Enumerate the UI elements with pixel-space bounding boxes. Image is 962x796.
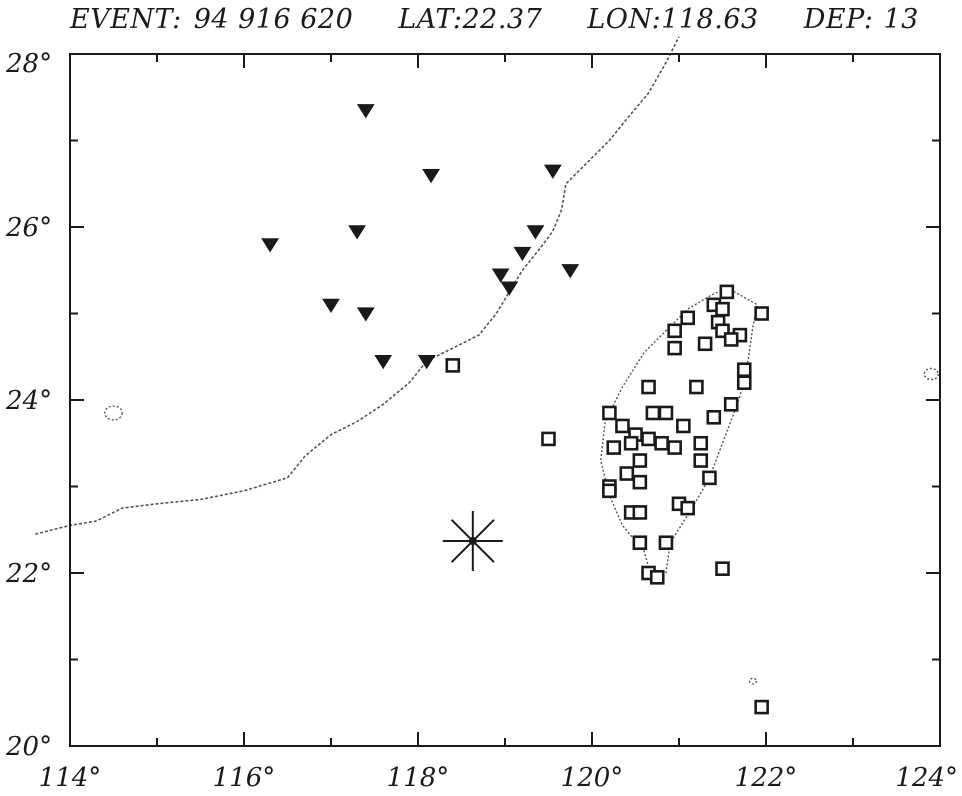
triangle-station-marker xyxy=(561,264,580,279)
island-outline xyxy=(104,405,123,421)
triangle-station-marker xyxy=(356,307,375,322)
triangle-station-marker xyxy=(374,354,393,370)
tick-layer xyxy=(69,53,941,747)
triangle-station-marker xyxy=(543,164,562,179)
triangle-station-marker xyxy=(348,225,367,240)
square-station-marker xyxy=(697,336,713,352)
coastline-layer xyxy=(35,36,939,685)
triangle-station-marker xyxy=(422,169,440,184)
lon-label: LON: xyxy=(587,4,662,35)
square-station-marker xyxy=(689,379,704,395)
square-station-marker xyxy=(723,397,739,412)
dep-field: DEP: 13 xyxy=(804,4,919,35)
triangle-station-marker xyxy=(513,246,532,262)
event-header: EVENT: 94 916 620 LAT:22.37 LON:118.63 DE… xyxy=(70,4,955,38)
square-station-marker xyxy=(702,470,717,486)
lat-label: LAT: xyxy=(398,4,463,35)
square-station-marker xyxy=(541,431,556,447)
square-station-marker xyxy=(667,440,682,455)
lon-value: 118.63 xyxy=(661,4,759,35)
square-station-marker xyxy=(754,306,769,321)
y-tick-label: 20° xyxy=(5,732,52,762)
square-station-marker xyxy=(658,535,674,551)
square-station-marker xyxy=(619,466,635,481)
square-station-marker xyxy=(706,409,722,425)
square-station-marker xyxy=(641,379,656,395)
y-tick-label: 26° xyxy=(5,213,52,243)
square-station-marker xyxy=(723,332,739,347)
square-station-marker xyxy=(641,431,656,447)
triangle-station-marker xyxy=(322,298,340,313)
square-station-marker xyxy=(754,699,769,715)
square-station-marker xyxy=(632,505,648,520)
event-field: EVENT: 94 916 620 xyxy=(70,4,353,35)
lat-value: 22.37 xyxy=(462,4,543,35)
triangle-station-marker xyxy=(261,238,280,253)
square-station-marker xyxy=(736,375,752,391)
tick-label-layer: 114° 116° 118° 120° 122° 124° 20° 22° 24° 26° 28° xyxy=(5,49,958,793)
square-station-marker xyxy=(715,301,730,317)
square-station-marker xyxy=(693,435,709,451)
square-station-marker xyxy=(693,453,709,468)
map-border xyxy=(69,53,941,747)
x-tick-label: 114° xyxy=(39,763,102,793)
square-station-marker xyxy=(632,453,648,468)
square-station-marker xyxy=(632,474,648,490)
square-station-marker xyxy=(680,310,696,326)
square-station-marker xyxy=(654,435,669,451)
y-tick-label: 28° xyxy=(5,49,52,79)
x-tick-label: 116° xyxy=(213,763,276,793)
mainland-coastline xyxy=(35,36,680,535)
event-label: EVENT: xyxy=(70,4,182,35)
square-station-marker xyxy=(602,405,617,421)
island-outline xyxy=(748,677,758,685)
square-station-marker xyxy=(632,535,648,551)
dep-label: DEP: xyxy=(803,4,874,35)
lon-field: LON:118.63 xyxy=(587,4,758,35)
square-station-layer xyxy=(445,284,769,715)
x-tick-label: 122° xyxy=(735,763,798,793)
square-station-marker xyxy=(658,405,674,421)
triangle-station-marker xyxy=(491,268,510,283)
square-station-marker xyxy=(715,561,730,576)
x-tick-label: 120° xyxy=(561,763,624,793)
lat-field: LAT:22.37 xyxy=(398,4,542,35)
square-station-marker xyxy=(606,440,622,455)
dep-value: 13 xyxy=(883,4,919,35)
y-tick-label: 22° xyxy=(5,559,52,589)
event-id: 94 916 620 xyxy=(193,4,354,35)
epicenter-marker xyxy=(468,536,477,545)
island-outline xyxy=(923,367,939,381)
square-station-marker xyxy=(623,435,639,451)
square-station-marker xyxy=(445,358,461,373)
map-frame xyxy=(69,53,941,747)
square-station-marker xyxy=(615,418,630,434)
square-station-marker xyxy=(676,418,691,434)
triangle-station-marker xyxy=(356,104,375,119)
triangle-station-marker xyxy=(500,281,519,296)
square-station-marker xyxy=(736,362,752,378)
square-station-marker xyxy=(602,483,617,499)
square-station-marker xyxy=(649,570,665,585)
epicenter-layer xyxy=(442,510,503,571)
triangle-station-layer xyxy=(261,104,580,370)
square-station-marker xyxy=(719,284,735,300)
y-tick-label: 24° xyxy=(5,386,52,416)
square-station-marker xyxy=(667,323,682,339)
x-tick-label: 118° xyxy=(387,763,450,793)
triangle-station-marker xyxy=(526,225,545,240)
x-tick-label: 124° xyxy=(895,763,958,793)
square-station-marker xyxy=(667,340,682,356)
square-station-marker xyxy=(645,405,661,421)
triangle-station-marker xyxy=(417,354,436,370)
square-station-marker xyxy=(680,500,696,516)
